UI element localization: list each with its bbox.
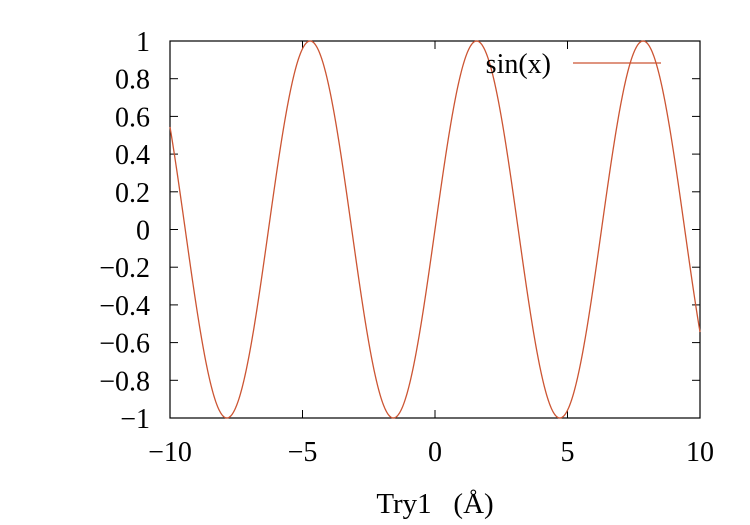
y-tick-label: −1 bbox=[120, 404, 150, 435]
y-ticks: 1 0.8 0.6 0.4 0.2 0 −0.2 −0.4 −0.6 −0.8 −1 bbox=[99, 27, 700, 435]
x-ticks: −10 −5 0 5 10 bbox=[148, 41, 714, 468]
y-tick-label: 0 bbox=[136, 216, 150, 247]
x-tick-label: 0 bbox=[428, 437, 442, 468]
y-tick-label: 1 bbox=[136, 27, 150, 58]
legend-label: sin(x) bbox=[486, 49, 551, 80]
y-tick-label: 0.2 bbox=[115, 178, 150, 209]
y-tick-label: 0.8 bbox=[115, 65, 150, 96]
y-tick-label: 0.4 bbox=[115, 140, 150, 171]
x-tick-label: −10 bbox=[148, 437, 192, 468]
y-tick-label: −0.2 bbox=[99, 253, 150, 284]
x-tick-label: 10 bbox=[686, 437, 714, 468]
series-line-sin-x bbox=[169, 40, 701, 419]
x-axis-label: Try1 (Å) bbox=[376, 488, 493, 520]
y-tick-label: −0.6 bbox=[99, 329, 150, 360]
y-tick-label: −0.4 bbox=[99, 291, 150, 322]
y-tick-label: 0.6 bbox=[115, 102, 150, 133]
x-tick-label: −5 bbox=[288, 437, 318, 468]
y-tick-label: −0.8 bbox=[99, 366, 150, 397]
x-tick-label: 5 bbox=[561, 437, 575, 468]
